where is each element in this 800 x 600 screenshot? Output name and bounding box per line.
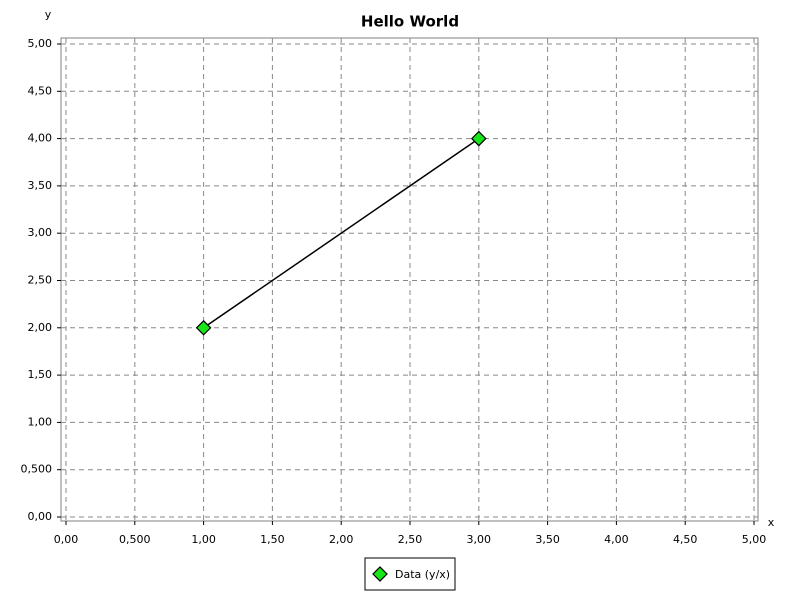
- y-tick-label: 4,00: [28, 132, 53, 145]
- x-tick-label: 4,50: [673, 533, 698, 546]
- x-tick-label: 5,00: [742, 533, 767, 546]
- y-tick-label: 0,500: [21, 463, 53, 476]
- y-tick-label: 3,00: [28, 226, 53, 239]
- data-point: [195, 319, 212, 336]
- legend-label: Data (y/x): [395, 568, 450, 581]
- x-tick-label: 1,50: [260, 533, 285, 546]
- x-tick-label: 0,00: [54, 533, 79, 546]
- x-tick-label: 2,50: [398, 533, 423, 546]
- y-tick-label: 3,50: [28, 179, 53, 192]
- x-tick-label: 3,50: [535, 533, 560, 546]
- y-tick-label: 0,00: [28, 510, 53, 523]
- chart-title: Hello World: [361, 13, 459, 31]
- y-tick-label: 4,50: [28, 84, 53, 97]
- y-tick-label: 5,00: [28, 37, 53, 50]
- y-tick-label: 2,00: [28, 321, 53, 334]
- x-tick-label: 1,00: [191, 533, 216, 546]
- y-tick-label: 1,50: [28, 368, 53, 381]
- legend-marker: [372, 566, 388, 582]
- x-tick-label: 0,500: [119, 533, 151, 546]
- y-axis-title: y: [45, 8, 52, 21]
- x-tick-label: 2,00: [329, 533, 354, 546]
- data-point: [470, 130, 487, 147]
- y-tick-label: 1,00: [28, 415, 53, 428]
- x-axis-title: x: [768, 516, 775, 529]
- x-tick-label: 3,00: [467, 533, 492, 546]
- x-tick-label: 4,00: [604, 533, 629, 546]
- series-line: [203, 137, 480, 329]
- y-tick-label: 2,50: [28, 274, 53, 287]
